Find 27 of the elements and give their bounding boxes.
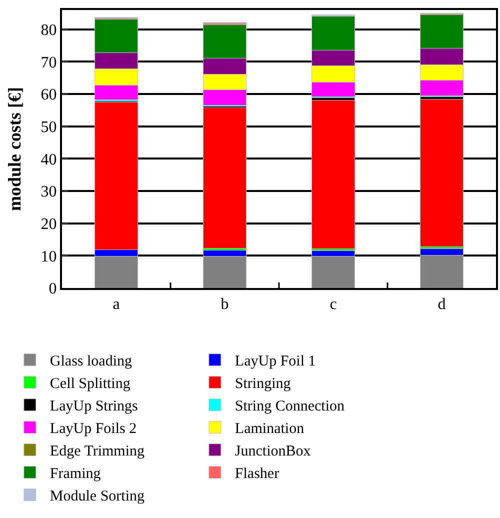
legend-label: Flasher — [234, 466, 280, 482]
y-axis-title: module costs [€] — [4, 87, 24, 211]
y-tick-label: 30 — [40, 184, 57, 201]
y-tick-label: 50 — [40, 118, 57, 136]
x-tick-label: b — [220, 296, 229, 314]
x-tick-label: c — [330, 296, 337, 314]
y-tick-label: 60 — [40, 86, 57, 104]
legend-label: LayUp Foils 2 — [50, 421, 137, 438]
x-tick-label: a — [112, 296, 120, 314]
y-tick-label: 10 — [40, 248, 57, 266]
legend-label: Edge Trimming — [50, 444, 146, 460]
legend-label: JunctionBox — [234, 444, 312, 460]
y-tick-label: 40 — [40, 151, 57, 168]
y-tick-label: 0 — [48, 280, 57, 298]
legend-label: Lamination — [234, 421, 305, 438]
legend-label: Stringing — [234, 376, 292, 392]
legend-label: String Connection — [234, 398, 345, 415]
x-tick-label: d — [438, 296, 446, 314]
legend-label: Module Sorting — [50, 488, 146, 505]
y-tick-label: 80 — [40, 22, 57, 39]
legend-label: LayUp Strings — [50, 398, 138, 415]
y-tick-label: 70 — [40, 54, 57, 72]
legend-label: Cell Splitting — [50, 376, 131, 392]
legend-label: LayUp Foil 1 — [234, 354, 316, 370]
y-tick-label: 20 — [40, 216, 57, 233]
legend-label: Framing — [50, 466, 102, 482]
legend-label: Glass loading — [50, 354, 132, 370]
